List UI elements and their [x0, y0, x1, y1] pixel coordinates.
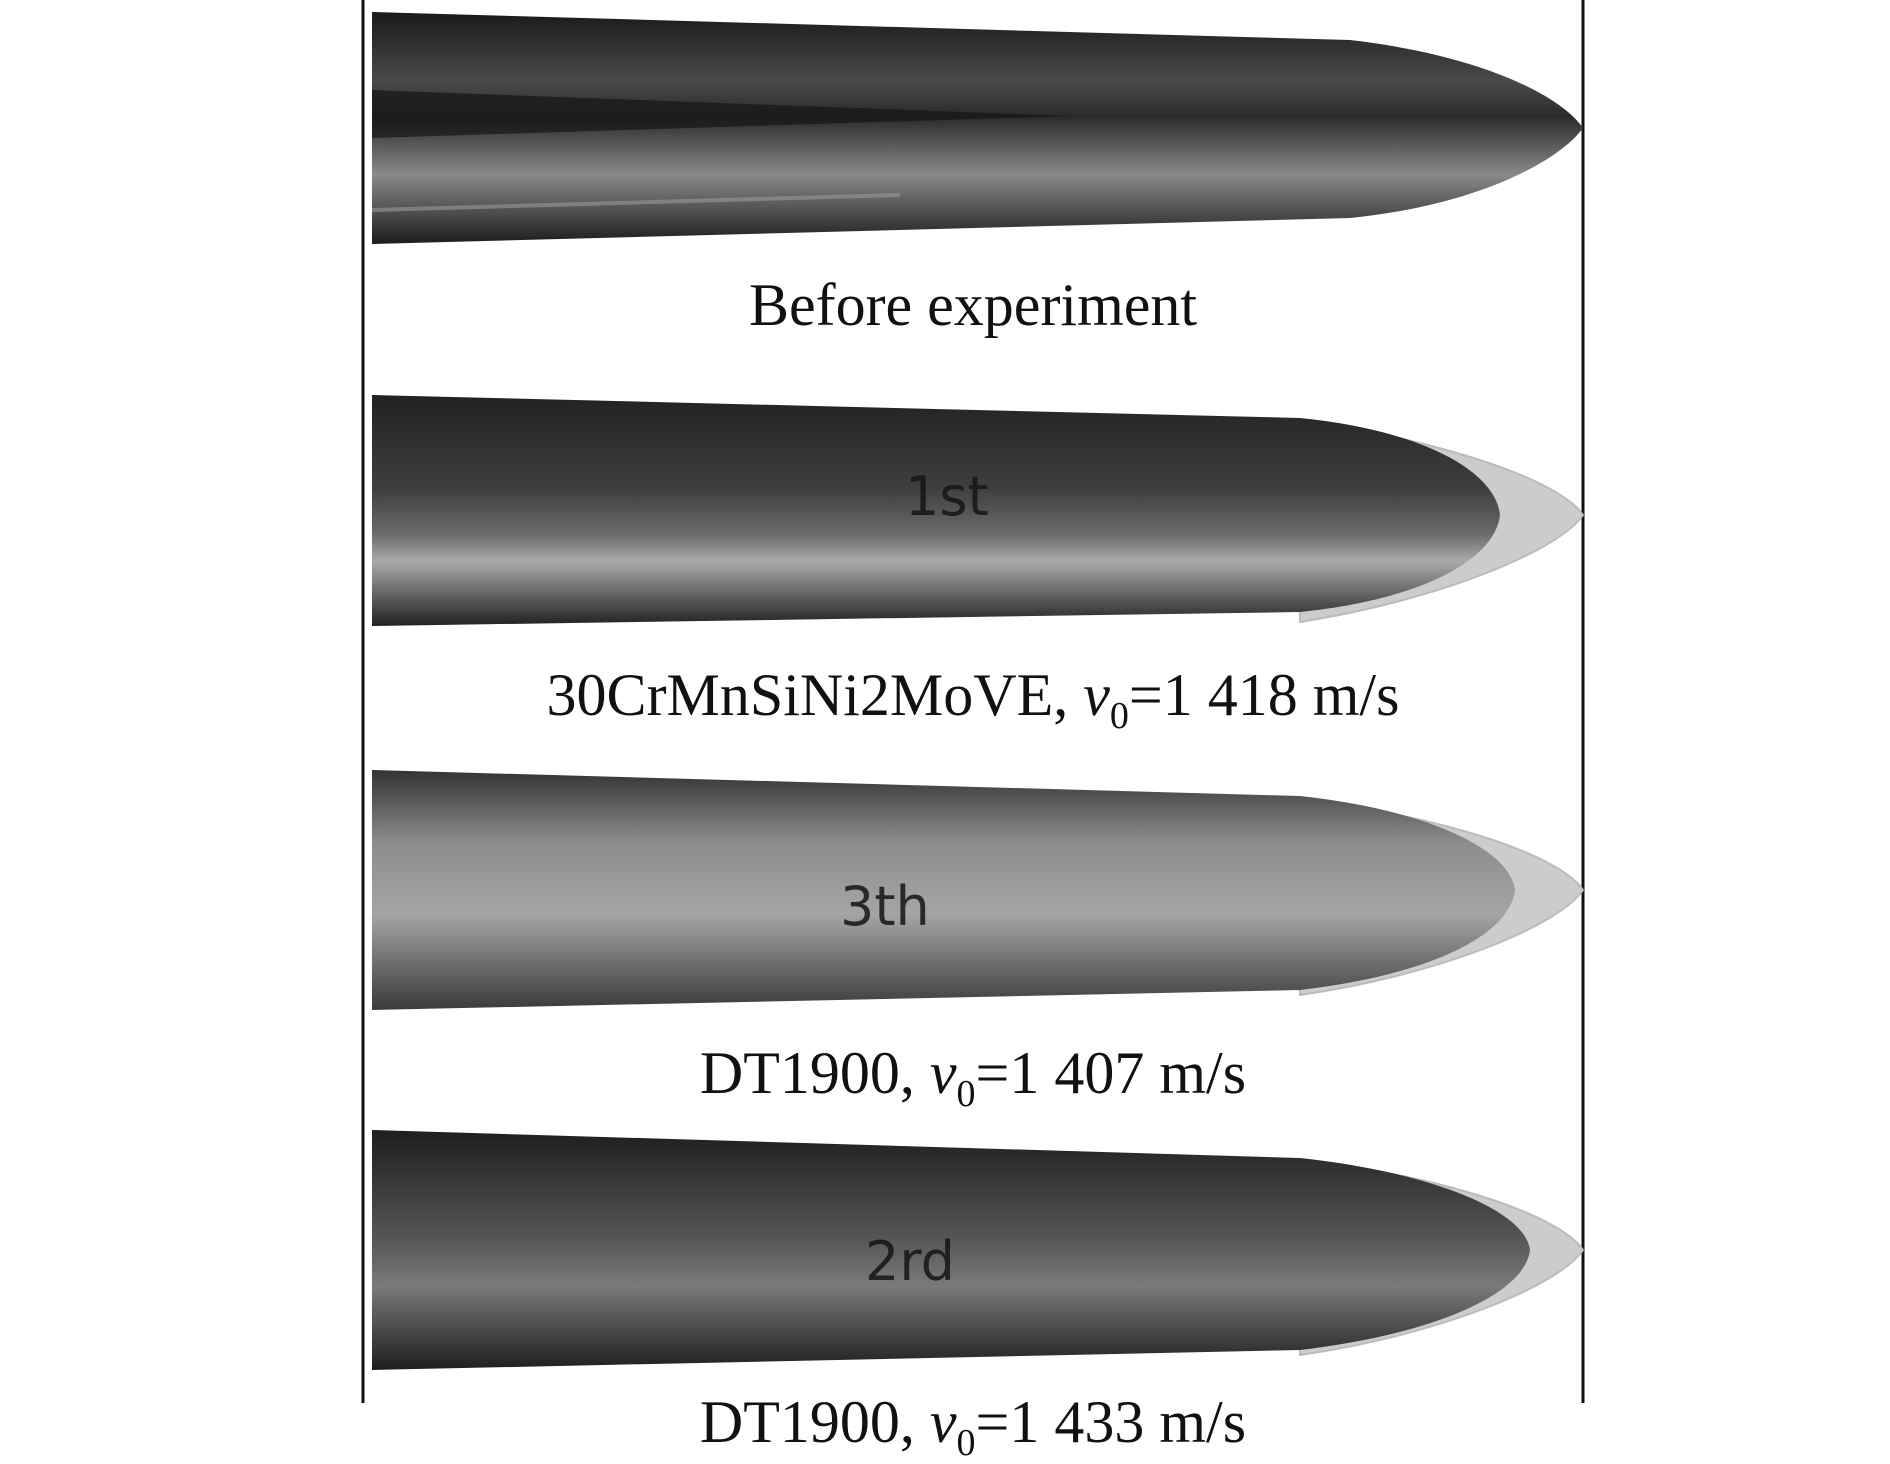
caption-DT1900-1433: DT1900, v0=1 433 m/s — [699, 1389, 1247, 1464]
projectile-DT1900-1433: 2rd — [372, 1130, 1585, 1370]
projectile-before — [371, 12, 1583, 244]
projectile-30CrMnSiNi2MoVE: 1st — [372, 395, 1585, 626]
caption-before: Before experiment — [748, 272, 1198, 338]
handwritten-mark: 2rd — [865, 1230, 955, 1293]
handwritten-mark: 1st — [905, 465, 989, 528]
handwritten-mark: 3th — [840, 875, 930, 938]
caption-DT1900-1407: DT1900, v0=1 407 m/s — [699, 1040, 1247, 1115]
projectile-DT1900-1407: 3th — [372, 770, 1585, 1010]
caption-30CrMnSiNi2MoVE: 30CrMnSiNi2MoVE, v0=1 418 m/s — [546, 662, 1400, 737]
